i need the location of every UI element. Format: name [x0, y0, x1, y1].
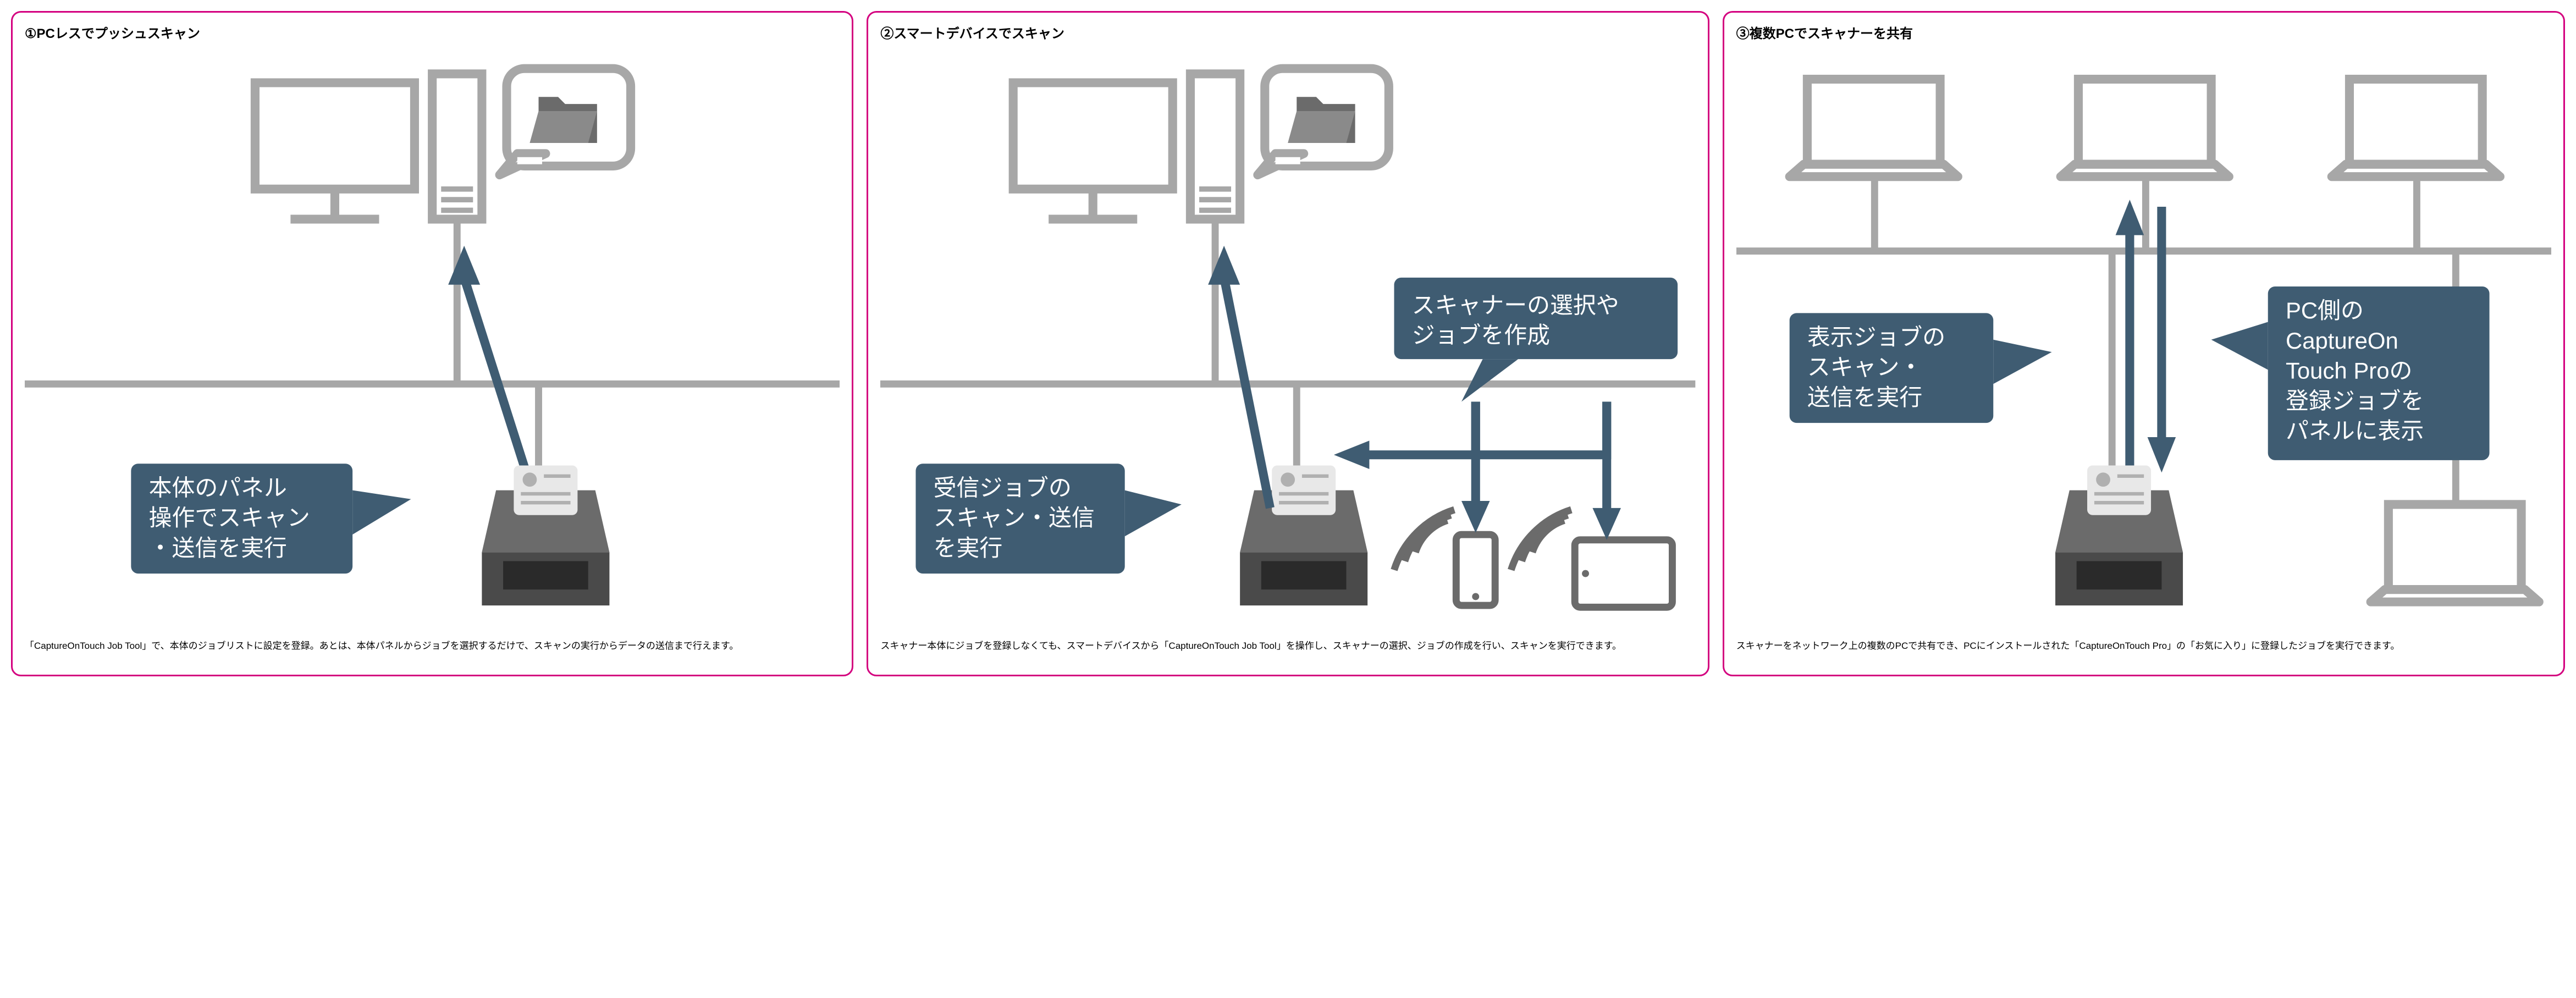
- monitor-icon: [255, 82, 415, 219]
- laptop-2-icon: [2060, 79, 2229, 177]
- tower-icon: [432, 74, 482, 219]
- svg-text:パネルに表示: パネルに表示: [2286, 418, 2424, 444]
- laptop-4-icon: [2370, 504, 2539, 602]
- svg-text:・送信を実行: ・送信を実行: [149, 535, 287, 561]
- panel-3-title: ③複数PCでスキャナーを共有: [1736, 23, 2551, 42]
- laptop-3-icon: [2331, 79, 2500, 177]
- folder-bubble-icon: [500, 69, 631, 175]
- laptop-1-icon: [1789, 79, 1957, 177]
- svg-text:受信ジョブの: 受信ジョブの: [934, 475, 1072, 500]
- panel-2-desc: スキャナー本体にジョブを登録しなくても、スマートデバイスから「CaptureOn…: [880, 638, 1695, 654]
- svg-text:ジョブを作成: ジョブを作成: [1412, 322, 1550, 348]
- panel-2: ②スマートデバイスでスキャン: [867, 11, 1709, 676]
- svg-text:登録ジョブを: 登録ジョブを: [2286, 388, 2424, 413]
- monitor-icon: [1013, 82, 1173, 219]
- scanner-icon: [1240, 465, 1367, 605]
- callout-1: 本体のパネル 操作でスキャン ・送信を実行: [131, 464, 411, 574]
- panels-container: ①PCレスでプッシュスキャン: [11, 11, 2565, 676]
- panel-2-title: ②スマートデバイスでスキャン: [880, 23, 1695, 42]
- scanner-icon: [2055, 465, 2183, 605]
- arrow-device-scanner: [1334, 401, 1621, 539]
- panel-3-desc: スキャナーをネットワーク上の複数のPCで共有でき、PCにインストールされた「Ca…: [1736, 638, 2551, 654]
- svg-text:スキャン・送信: スキャン・送信: [934, 505, 1095, 531]
- panel-1-diagram: 本体のパネル 操作でスキャン ・送信を実行: [25, 47, 840, 632]
- svg-text:送信を実行: 送信を実行: [1807, 384, 1922, 410]
- svg-text:操作でスキャン: 操作でスキャン: [149, 505, 310, 531]
- callout-2: PC側の CaptureOn Touch Proの 登録ジョブを パネルに表示: [2211, 286, 2489, 460]
- svg-text:を実行: を実行: [934, 535, 1003, 561]
- wifi-tablet-icon: [1512, 510, 1572, 570]
- callout-1: 表示ジョブの スキャン・ 送信を実行: [1789, 313, 2051, 423]
- panel-1-desc: 「CaptureOnTouch Job Tool」で、本体のジョブリストに設定を…: [25, 638, 840, 654]
- panel-1: ①PCレスでプッシュスキャン: [11, 11, 853, 676]
- panel-3-diagram: 表示ジョブの スキャン・ 送信を実行 PC側の CaptureOn Touch …: [1736, 47, 2551, 632]
- tablet-icon: [1575, 540, 1673, 607]
- arrow-down: [2147, 207, 2176, 472]
- svg-text:本体のパネル: 本体のパネル: [149, 475, 287, 500]
- scanner-icon: [482, 465, 609, 605]
- svg-text:表示ジョブの: 表示ジョブの: [1807, 324, 1945, 350]
- arrow-up: [2115, 200, 2144, 465]
- callout-1: 受信ジョブの スキャン・送信 を実行: [916, 464, 1182, 574]
- svg-text:PC側の: PC側の: [2286, 297, 2364, 323]
- phone-icon: [1457, 534, 1496, 605]
- wifi-phone-icon: [1394, 510, 1455, 570]
- svg-text:CaptureOn: CaptureOn: [2286, 328, 2398, 354]
- svg-text:Touch Proの: Touch Proの: [2286, 358, 2412, 384]
- panel-3: ③複数PCでスキャナーを共有: [1723, 11, 2565, 676]
- panel-1-title: ①PCレスでプッシュスキャン: [25, 23, 840, 42]
- panel-2-diagram: 受信ジョブの スキャン・送信 を実行 スキャナーの選択や ジョブを作成: [880, 47, 1695, 632]
- folder-bubble-icon: [1258, 69, 1389, 175]
- svg-text:スキャナーの選択や: スキャナーの選択や: [1412, 292, 1619, 318]
- svg-text:スキャン・: スキャン・: [1807, 354, 1922, 380]
- tower-icon: [1190, 74, 1240, 219]
